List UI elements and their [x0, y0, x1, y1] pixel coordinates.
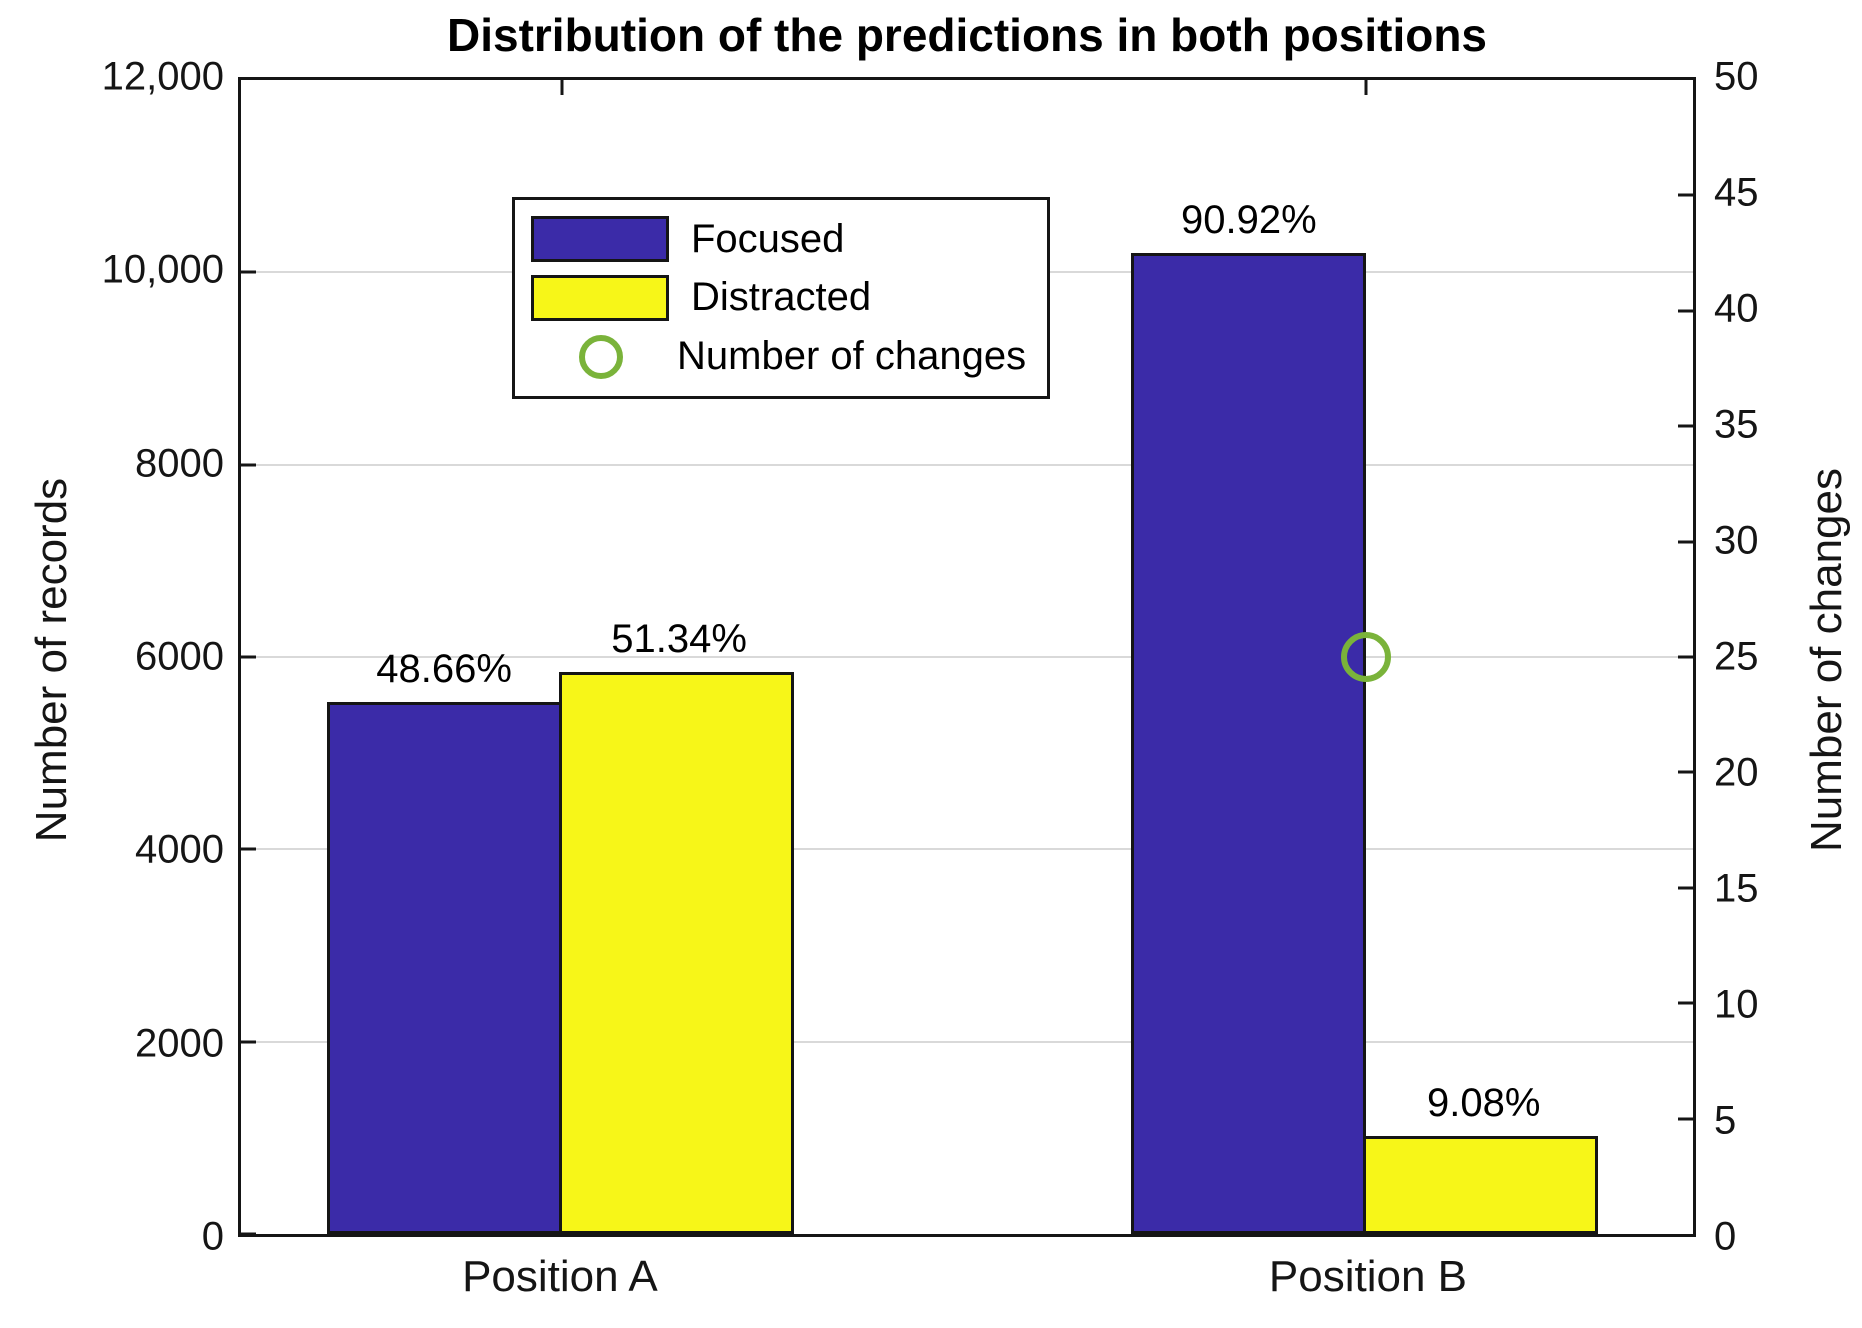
right-tick-label: 45 — [1714, 170, 1759, 215]
right-tick-mark — [1678, 540, 1693, 544]
right-tick-label: 0 — [1714, 1214, 1737, 1259]
left-tick-mark — [241, 1040, 256, 1044]
bar-positionA-distracted — [558, 672, 794, 1234]
right-tick-label: 15 — [1714, 866, 1759, 911]
left-tick-label: 12,000 — [101, 54, 224, 99]
x-axis-labels: Position A Position B — [238, 1252, 1696, 1312]
legend-entry-distracted: Distracted — [515, 272, 1047, 324]
legend-entry-changes: Number of changes — [515, 331, 1047, 383]
bar-value-label: 9.08% — [1427, 1080, 1541, 1125]
legend-entry-focused: Focused — [515, 213, 1047, 265]
right-tick-label: 5 — [1714, 1098, 1737, 1143]
legend-label: Distracted — [691, 275, 872, 320]
x-label-positionB: Position B — [1268, 1252, 1467, 1301]
right-tick-mark — [1678, 1001, 1693, 1005]
right-tick-label: 30 — [1714, 518, 1759, 563]
left-tick-mark — [241, 847, 256, 851]
left-tick-label: 8000 — [135, 441, 224, 486]
right-axis-tick-labels: 0 5 10 15 20 25 30 35 40 45 50 — [1714, 55, 1862, 1259]
bar-positionB-focused — [1131, 253, 1367, 1234]
focused-swatch — [531, 216, 669, 263]
left-tick-label: 2000 — [135, 1021, 224, 1066]
left-tick-label: 6000 — [135, 634, 224, 679]
gridline — [241, 1040, 1693, 1043]
right-tick-mark — [1678, 424, 1693, 428]
right-tick-mark — [1678, 309, 1693, 313]
right-tick-mark — [1678, 193, 1693, 197]
left-tick-mark — [241, 1232, 256, 1236]
right-tick-label: 35 — [1714, 402, 1759, 447]
right-tick-mark — [1678, 886, 1693, 890]
left-tick-label: 10,000 — [101, 247, 224, 292]
bar-value-label: 51.34% — [611, 617, 747, 662]
right-tick-label: 50 — [1714, 54, 1759, 99]
bar-positionB-distracted — [1363, 1135, 1599, 1234]
right-tick-label: 25 — [1714, 634, 1759, 679]
left-tick-mark — [241, 463, 256, 467]
bar-value-label: 90.92% — [1180, 198, 1317, 243]
top-tick-mark — [1364, 80, 1368, 95]
legend: Focused Distracted Number of changes — [512, 197, 1050, 399]
bar-positionA-focused — [326, 702, 562, 1234]
left-tick-label: 4000 — [135, 827, 224, 872]
left-axis-tick-labels: 0 2000 4000 6000 8000 10,000 12,000 — [0, 55, 224, 1259]
right-tick-label: 10 — [1714, 982, 1759, 1027]
right-tick-mark — [1678, 1117, 1693, 1121]
changes-marker-positionB — [1341, 632, 1392, 682]
right-tick-label: 20 — [1714, 750, 1759, 795]
gridline — [241, 463, 1693, 466]
right-tick-label: 40 — [1714, 286, 1759, 331]
legend-label: Focused — [691, 216, 845, 261]
gridline — [241, 848, 1693, 851]
gridline — [241, 656, 1693, 658]
chart-title: Distribution of the predictions in both … — [446, 9, 1488, 61]
right-tick-mark — [1678, 655, 1693, 659]
legend-label: Number of changes — [677, 334, 1027, 379]
x-label-positionA: Position A — [462, 1252, 658, 1301]
left-tick-label: 0 — [201, 1214, 224, 1259]
distracted-swatch — [531, 274, 669, 321]
changes-circle-icon — [579, 334, 623, 379]
left-tick-mark — [241, 270, 256, 274]
bar-value-label: 48.66% — [376, 647, 512, 692]
plot-area: 48.66% 51.34% 90.92% 9.08% Focused Distr… — [238, 77, 1696, 1237]
left-tick-mark — [241, 655, 256, 659]
top-tick-mark — [560, 80, 564, 95]
right-tick-mark — [1678, 770, 1693, 774]
